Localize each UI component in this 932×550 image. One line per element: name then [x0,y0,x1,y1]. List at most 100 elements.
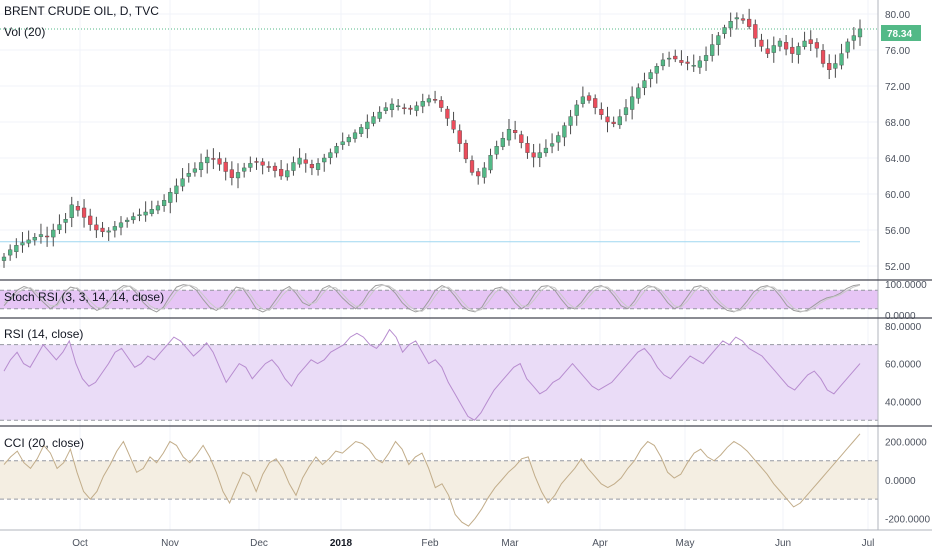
rsi-pane[interactable]: 80.0000 60.0000 40.0000 [0,322,922,421]
y-tick-label: 200.0000 [885,438,927,449]
candle-body [100,227,105,232]
candle-body [802,40,807,47]
candle-body [279,169,284,177]
price-pane[interactable]: 80.00 76.00 72.00 68.00 64.00 60.00 56.00 52.00 [0,8,910,273]
candle-body [580,96,585,104]
y-tick-label: 52.00 [885,262,910,273]
candle-body [63,218,68,223]
candle-body [285,170,290,178]
candle-body [223,161,228,172]
y-tick-label: 72.00 [885,82,910,93]
candle-body [365,121,370,130]
candle-body [562,125,567,138]
candle-body [174,185,179,194]
candle-body [44,235,50,238]
candle-body [14,245,19,252]
candles [1,8,863,268]
candle-body [291,162,296,171]
y-tick-label: 80.00 [885,10,910,21]
indicator-band [0,290,878,309]
candle-body [734,17,739,20]
candle-body [118,222,124,228]
candle-body [469,160,475,173]
candle-body [833,63,838,69]
candle-body [506,128,512,141]
candle-body [254,161,259,163]
candle-body [747,18,752,27]
indicator-band [0,460,878,500]
x-axis-label: Mar [501,538,519,549]
candle-body [630,96,635,110]
candle-body [666,57,672,60]
candle-body [352,132,358,139]
candle-body [556,135,561,143]
candle-body [8,249,13,256]
candle-body [186,173,191,177]
candle-body [408,107,413,110]
candle-body [796,46,801,55]
y-tick-label: 0.0000 [885,476,916,487]
candle-body [346,137,351,143]
rsi-label: RSI (14, close) [4,327,83,341]
candle-body [402,107,407,109]
candle-body [820,50,826,64]
candle-body [808,39,813,44]
indicator-line [3,433,861,527]
candle-body [617,116,622,126]
indicator-line [3,284,861,313]
candle-body [660,59,666,67]
candle-body [827,62,832,71]
candle-body [673,55,678,60]
candle-body [94,224,99,231]
x-axis-labels: Oct Nov Dec 2018 Feb Mar Apr May Jun Jul [72,0,874,549]
candle-body [679,60,684,63]
candle-body [340,141,345,145]
candle-body [857,28,863,38]
candle-body [494,146,499,155]
candle-body [463,142,468,160]
candle-body [143,211,148,216]
candle-body [38,234,44,237]
candle-body [488,155,493,171]
candle-body [322,157,327,163]
candle-body [32,236,37,241]
candle-body [229,169,234,178]
candle-body [790,46,795,54]
y-tick-label: 76.00 [885,46,910,57]
candle-body [439,100,444,108]
candle-body [88,215,93,225]
candle-body [383,107,388,111]
candle-body [180,178,185,187]
y-tick-label: 60.00 [885,190,910,201]
candle-body [81,207,87,218]
candle-body [654,65,659,74]
candle-body [519,134,524,143]
candle-body [359,127,364,134]
candle-body [272,165,278,171]
candle-body [205,156,210,164]
candle-body [260,161,265,166]
candle-body [500,137,505,147]
candle-body [389,103,395,110]
candle-body [131,216,136,221]
candle-body [648,72,653,80]
stoch-rsi-pane[interactable]: 100.0000 0.0000 [0,280,927,322]
indicator-band [0,344,878,421]
candle-body [125,219,130,222]
candle-body [57,224,62,231]
candle-body [839,53,844,66]
candle-body [377,111,382,119]
candle-body [623,107,629,115]
candle-body [482,167,487,178]
y-tick-label: 40.0000 [885,397,922,408]
candle-body [309,164,315,169]
chart-title: BRENT CRUDE OIL, D, TVC [4,4,159,18]
cci-pane[interactable]: 200.0000 0.0000 -200.0000 [0,433,930,527]
candle-body [740,18,746,21]
candle-body [513,130,518,133]
candle-body [192,168,198,173]
y-tick-label: 80.0000 [885,322,922,333]
last-price-badge [881,25,921,41]
candle-body [851,35,856,41]
